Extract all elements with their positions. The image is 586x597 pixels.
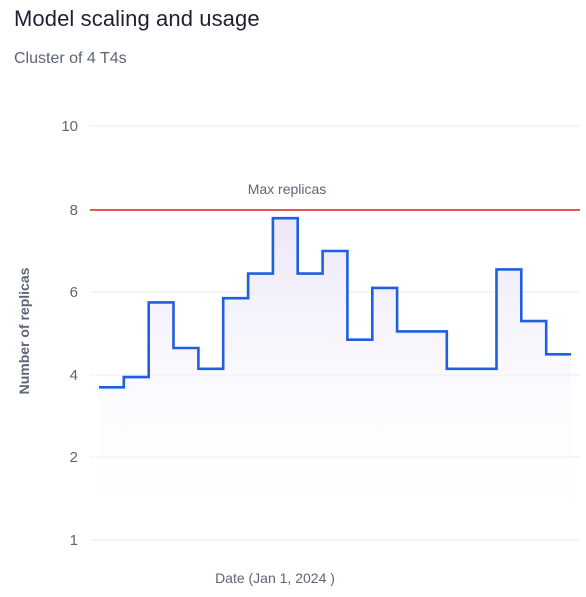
y-tick-label: 2: [70, 449, 78, 466]
y-tick-label: 6: [70, 284, 78, 301]
y-tick-label: 1: [70, 532, 78, 549]
y-tick-label: 8: [70, 202, 78, 219]
series-line: [99, 216, 571, 389]
y-axis-label: Number of replicas: [16, 267, 32, 394]
max-replicas-label: Max replicas: [248, 181, 327, 197]
x-axis-label: Date (Jan 1, 2024 ): [215, 570, 335, 586]
y-tick-label: 10: [61, 118, 78, 135]
y-axis-ticks: 1 2 4 6 8 10: [61, 118, 78, 549]
chart-title: Model scaling and usage: [14, 6, 260, 31]
series-area: [99, 218, 571, 540]
chart-subtitle: Cluster of 4 T4s: [14, 50, 127, 67]
y-tick-label: 4: [70, 367, 78, 384]
